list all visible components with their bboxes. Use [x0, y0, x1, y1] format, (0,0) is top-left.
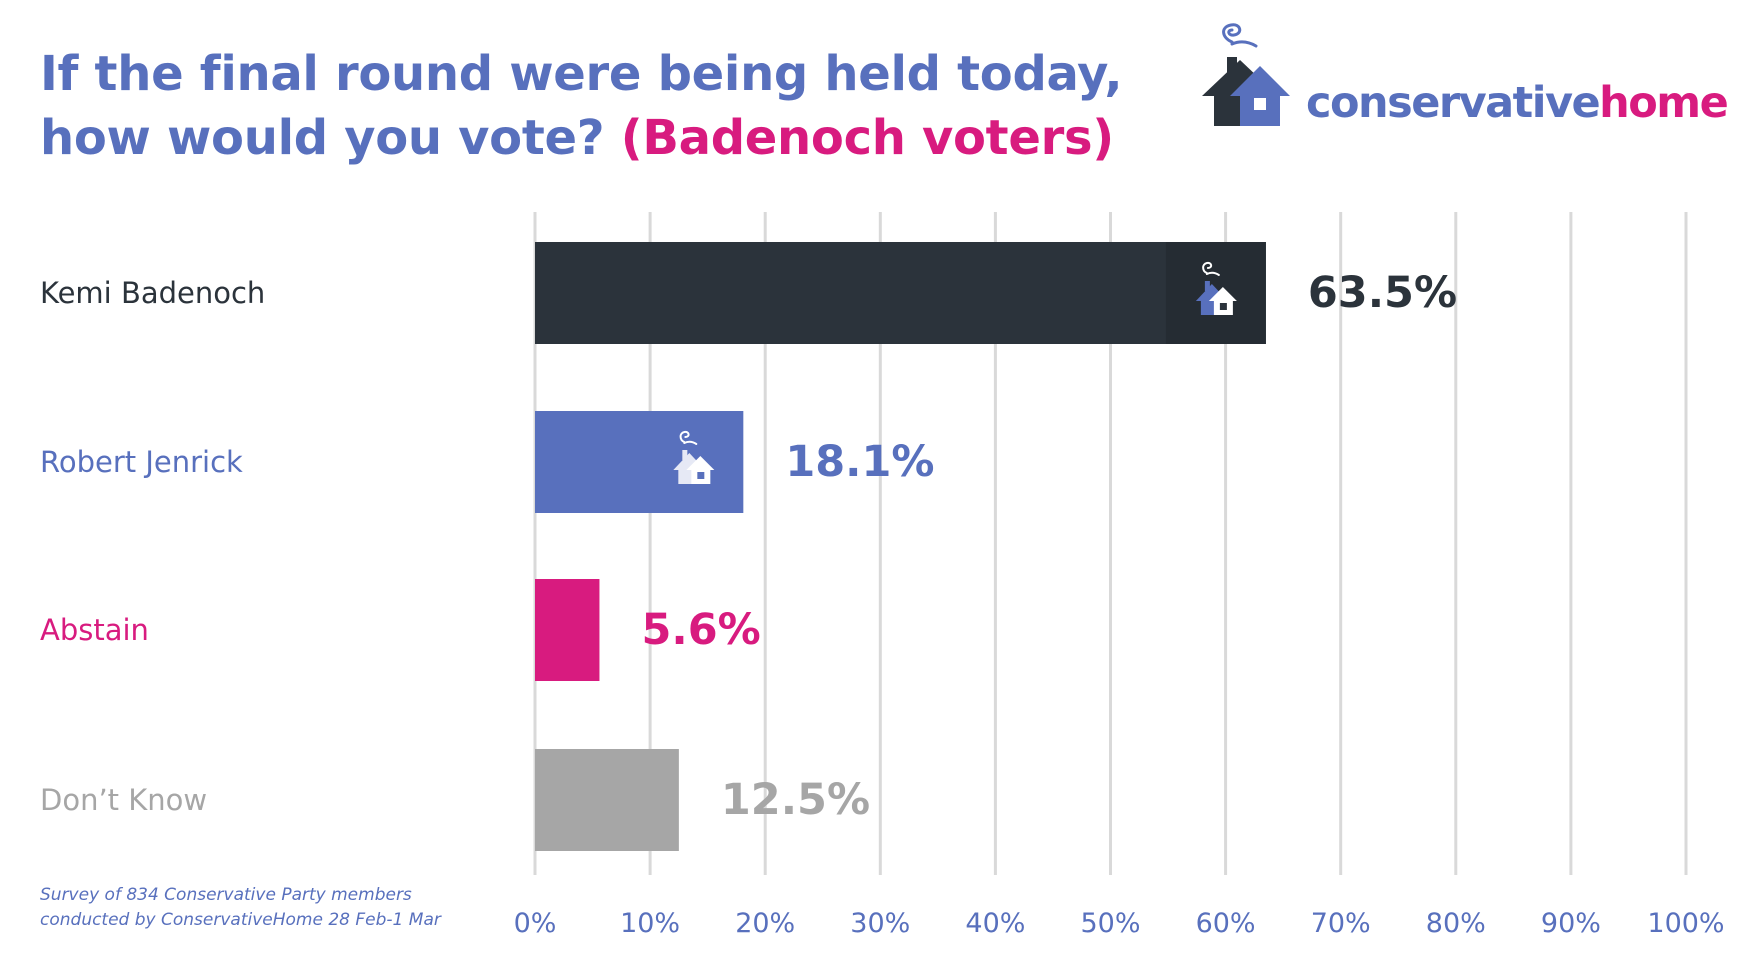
x-tick-label: 10%	[620, 908, 680, 939]
category-label: Abstain	[40, 613, 149, 647]
house-with-smoke-icon	[1195, 261, 1237, 315]
value-label: 63.5%	[1308, 268, 1457, 318]
logo-text-conservative: conservative	[1306, 78, 1601, 128]
value-label: 12.5%	[721, 775, 870, 825]
logo-wordmark: conservativehome	[1306, 78, 1729, 128]
x-tick-label: 50%	[1080, 908, 1140, 939]
category-label: Don’t Know	[40, 783, 207, 817]
chart-title: If the final round were being held today…	[40, 42, 1123, 170]
x-tick-label: 60%	[1196, 908, 1256, 939]
x-tick-label: 0%	[514, 908, 557, 939]
x-tick-label: 70%	[1311, 908, 1371, 939]
logo-text-home: home	[1599, 78, 1729, 128]
x-tick-label: 80%	[1426, 908, 1486, 939]
x-tick-label: 100%	[1647, 908, 1724, 939]
title-line-2: how would you vote?	[40, 110, 605, 166]
title-highlight: (Badenoch voters)	[620, 110, 1114, 166]
x-tick-label: 20%	[735, 908, 795, 939]
value-label: 18.1%	[785, 437, 934, 487]
house-with-smoke-icon	[1202, 23, 1290, 126]
footnote-line-2: conducted by ConservativeHome 28 Feb-1 M…	[40, 910, 441, 930]
category-label: Robert Jenrick	[40, 445, 243, 479]
x-tick-label: 30%	[850, 908, 910, 939]
footnote-line-1: Survey of 834 Conservative Party members	[40, 885, 412, 905]
conservativehome-logo: conservativehome	[1202, 22, 1732, 142]
bar	[535, 411, 744, 513]
survey-footnote: Survey of 834 Conservative Party members…	[40, 883, 441, 933]
value-label: 5.6%	[641, 605, 760, 655]
x-tick-label: 90%	[1541, 908, 1601, 939]
title-line-1: If the final round were being held today…	[40, 46, 1123, 102]
bar	[535, 242, 1266, 344]
bar	[535, 749, 679, 851]
bar	[535, 579, 600, 681]
x-tick-label: 40%	[965, 908, 1025, 939]
house-with-smoke-icon	[673, 430, 715, 484]
category-label: Kemi Badenoch	[40, 276, 265, 310]
